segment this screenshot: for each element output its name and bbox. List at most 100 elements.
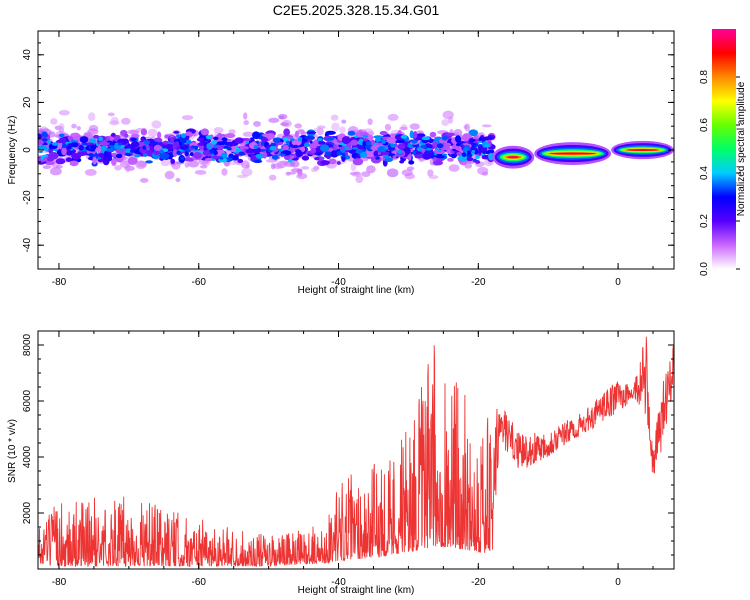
spectrogram-blob xyxy=(61,147,67,156)
spectrogram-haze xyxy=(351,171,363,177)
spectrogram-core xyxy=(189,152,194,157)
spectrogram-haze xyxy=(71,123,77,129)
spectrogram-core xyxy=(476,140,483,143)
spectrogram-core xyxy=(269,146,277,151)
spectrogram-haze xyxy=(278,113,288,120)
spectrogram-haze xyxy=(428,175,439,180)
spectrogram-blob xyxy=(92,156,97,165)
spectrogram-blob xyxy=(184,157,195,162)
spectrogram-blob xyxy=(386,136,398,144)
spectrogram-core xyxy=(219,157,224,160)
spectrogram-haze xyxy=(331,122,340,132)
spectrogram-blob xyxy=(38,145,47,151)
snr-x-tick-label: -40 xyxy=(331,577,346,588)
snr-y-tick-label: 2000 xyxy=(22,501,33,524)
spectrogram-blob xyxy=(140,128,148,136)
snr-plot-area xyxy=(38,331,674,569)
spectrogram-haze xyxy=(481,124,492,128)
colorbar-label: Normalized spectral amplitude xyxy=(736,81,747,216)
spectrogram-haze xyxy=(386,168,399,178)
spectrogram-core xyxy=(317,138,323,142)
spectrogram-blob xyxy=(261,136,269,143)
spectrogram-ticks: -80 -60 -40 -20 0 -40 -20 0 20 40 xyxy=(22,30,674,288)
colorbar-tick-label: 0.4 xyxy=(699,166,710,180)
snr-y-tick-label: 4000 xyxy=(22,445,33,468)
spectrogram-core xyxy=(436,143,444,149)
spectrogram-haze xyxy=(330,114,339,121)
spectrogram-haze xyxy=(175,177,181,183)
spectrogram-core xyxy=(412,149,416,155)
spectrogram-haze xyxy=(285,171,297,175)
spectrogram-haze xyxy=(58,123,65,132)
spectrogram-blob xyxy=(255,153,265,159)
spectrogram-haze xyxy=(401,169,413,176)
colorbar-tick-label: 0.8 xyxy=(699,70,710,84)
spectrogram-core xyxy=(426,147,433,151)
spectrogram-core xyxy=(180,156,185,160)
spectrogram-haze xyxy=(268,174,277,181)
spectrogram-core xyxy=(389,153,395,156)
spectrogram-blob xyxy=(43,157,48,162)
spectrogram-haze xyxy=(448,164,460,172)
spectrogram-blob xyxy=(266,133,275,140)
spectrogram-blob xyxy=(88,138,97,144)
colorbar-tick-label: 0.2 xyxy=(699,214,710,228)
spectrogram-blob xyxy=(352,158,364,166)
spectrogram-blob xyxy=(193,151,202,159)
spectrogram-core xyxy=(180,133,187,139)
spectrogram-blob xyxy=(294,130,299,138)
spectrogram-blob xyxy=(65,157,72,162)
spectrogram-haze xyxy=(253,120,261,127)
spectrogram-haze xyxy=(122,160,128,165)
snr-ticks: -80 -60 -40 -20 0 2000 4000 6000 8000 xyxy=(22,330,674,588)
spectrogram-blob xyxy=(253,159,263,163)
spectrogram-haze xyxy=(341,119,347,124)
spectrogram-haze xyxy=(221,168,228,176)
spectrogram-panel: -80 -60 -40 -20 0 -40 -20 0 20 40 Height of strai… xyxy=(7,30,675,296)
snr-frame xyxy=(37,330,675,570)
spectrogram-x-tick-label: -40 xyxy=(331,277,346,288)
spectrogram-core xyxy=(416,147,423,152)
spectrogram-core xyxy=(411,139,418,144)
spectrogram-haze xyxy=(243,112,248,120)
spectrogram-blob xyxy=(314,157,321,161)
spectrogram-x-label: Height of straight line (km) xyxy=(298,285,415,296)
spectrogram-blob xyxy=(211,155,220,160)
spectrogram-blob xyxy=(200,128,209,136)
spectrogram-core xyxy=(384,154,390,159)
spectrogram-blob xyxy=(239,146,249,150)
spectrogram-blob xyxy=(421,136,431,141)
spectrogram-blob xyxy=(175,134,181,138)
spectrogram-core xyxy=(285,140,290,144)
spectrogram-blob xyxy=(79,136,89,143)
spectrogram-core xyxy=(158,149,165,154)
spectrogram-haze xyxy=(311,167,318,173)
snr-x-tick-label: -60 xyxy=(192,577,207,588)
spectrogram-core xyxy=(461,152,467,158)
spectrogram-blob xyxy=(395,139,406,144)
spectrogram-blob xyxy=(102,155,113,162)
spectrogram-y-tick-label: 40 xyxy=(22,49,33,61)
spectrogram-core xyxy=(328,137,335,140)
spectrogram-haze xyxy=(50,118,58,125)
spectrogram-blob xyxy=(445,132,455,137)
spectrogram-core xyxy=(205,134,212,140)
spectrogram-core xyxy=(384,146,389,150)
spectrogram-blob xyxy=(184,151,189,157)
spectrogram-core xyxy=(362,134,368,138)
spectrogram-y-tick-label: 0 xyxy=(22,147,33,153)
spectrogram-haze xyxy=(441,119,450,126)
spectrogram-blob xyxy=(235,149,241,153)
spectrogram-y-tick-label: -40 xyxy=(22,238,33,253)
spectrogram-core xyxy=(46,140,51,145)
spectrogram-blob xyxy=(282,144,289,152)
spectrogram-band xyxy=(507,156,520,159)
spectrogram-core xyxy=(400,134,407,139)
spectrogram-core xyxy=(152,141,159,145)
spectrogram-haze xyxy=(241,160,250,169)
spectrogram-blob xyxy=(434,149,446,155)
spectrogram-blob xyxy=(379,130,388,136)
spectrogram-blob xyxy=(231,145,236,152)
spectrogram-y-label: Frequency (Hz) xyxy=(7,116,18,185)
